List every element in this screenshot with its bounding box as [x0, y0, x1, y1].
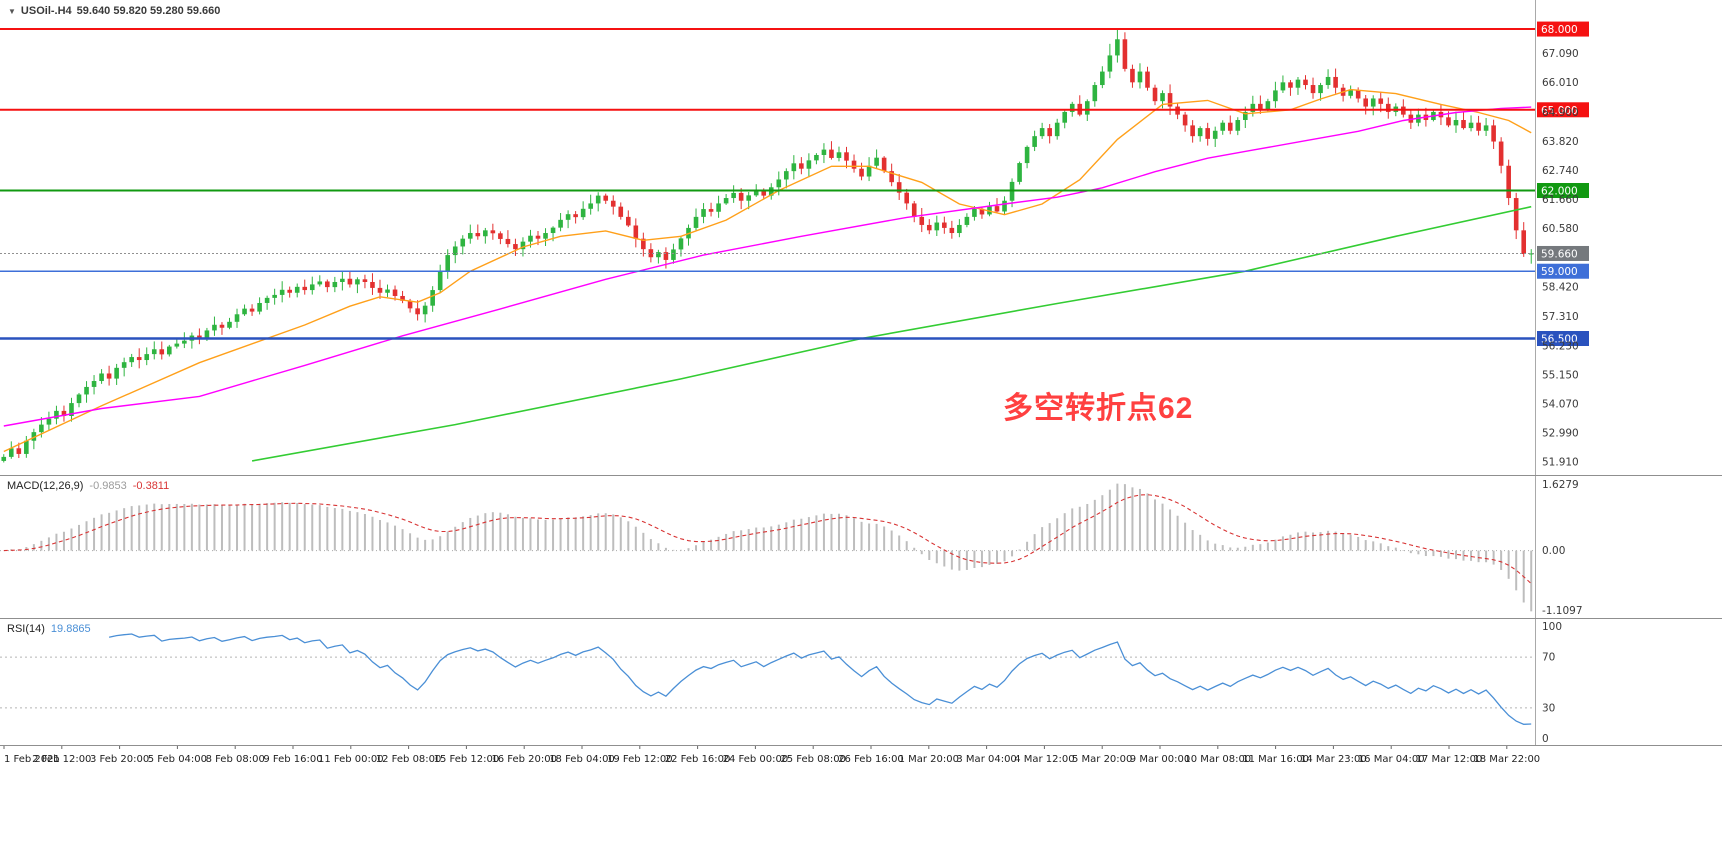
- macd-label: MACD(12,26,9) -0.9853 -0.3811: [7, 480, 169, 492]
- macd-name: MACD(12,26,9): [7, 480, 84, 492]
- svg-text:10 Mar 08:00: 10 Mar 08:00: [1184, 754, 1251, 765]
- svg-text:51.910: 51.910: [1542, 457, 1579, 469]
- svg-text:0: 0: [1542, 733, 1549, 745]
- svg-text:56.230: 56.230: [1542, 340, 1579, 352]
- svg-text:1 Mar 20:00: 1 Mar 20:00: [899, 754, 959, 765]
- ma-slow-line[interactable]: [251, 205, 1532, 462]
- ma-mid-line[interactable]: [3, 106, 1532, 427]
- svg-text:64.900: 64.900: [1542, 107, 1579, 119]
- svg-text:0.00: 0.00: [1542, 545, 1565, 557]
- macd-signal-line: [3, 494, 1532, 585]
- svg-text:18 Feb 04:00: 18 Feb 04:00: [549, 754, 615, 765]
- symbol-quote: 59.640 59.820 59.280 59.660: [76, 5, 221, 17]
- rsi-line: [108, 633, 1532, 725]
- annotation-text[interactable]: 多空转折点62: [1003, 392, 1194, 425]
- svg-text:15 Feb 12:00: 15 Feb 12:00: [434, 754, 500, 765]
- svg-text:30: 30: [1542, 702, 1555, 714]
- symbol-title: USOil-.H4: [20, 5, 72, 17]
- svg-text:14 Mar 23:00: 14 Mar 23:00: [1300, 754, 1367, 765]
- svg-text:16 Mar 04:00: 16 Mar 04:00: [1358, 754, 1425, 765]
- price-scale[interactable]: 67.090 66.010 64.900 63.820 62.740 61.660 60.5…: [1542, 48, 1579, 468]
- svg-text:65.000: 65.000: [1541, 105, 1578, 117]
- candles-group: [1, 29, 1534, 463]
- svg-text:58.420: 58.420: [1542, 281, 1579, 293]
- svg-text:9 Mar 00:00: 9 Mar 00:00: [1130, 754, 1190, 765]
- price-line-label-65.000: [1537, 102, 1589, 118]
- svg-text:66.010: 66.010: [1542, 77, 1579, 89]
- svg-text:59.000: 59.000: [1541, 266, 1578, 278]
- svg-text:17 Mar 12:00: 17 Mar 12:00: [1416, 754, 1483, 765]
- svg-text:55.150: 55.150: [1542, 369, 1579, 381]
- price-line-label-59.000: [1537, 263, 1589, 279]
- svg-text:2 Feb 12:00: 2 Feb 12:00: [32, 754, 91, 765]
- svg-text:57.310: 57.310: [1542, 311, 1579, 323]
- svg-text:1 Feb 2021: 1 Feb 2021: [4, 754, 60, 765]
- macd-value-signal: -0.3811: [132, 480, 170, 492]
- svg-text:25 Feb 08:00: 25 Feb 08:00: [780, 754, 846, 765]
- svg-text:67.090: 67.090: [1542, 48, 1579, 60]
- price-line-label-62.000: [1537, 183, 1589, 199]
- svg-text:19 Feb 12:00: 19 Feb 12:00: [607, 754, 673, 765]
- svg-text:60.580: 60.580: [1542, 223, 1579, 235]
- svg-text:-1.1097: -1.1097: [1542, 605, 1583, 617]
- svg-text:12 Feb 08:00: 12 Feb 08:00: [376, 754, 442, 765]
- svg-text:63.820: 63.820: [1542, 136, 1579, 148]
- svg-text:62.000: 62.000: [1541, 186, 1578, 198]
- svg-text:3 Feb 20:00: 3 Feb 20:00: [90, 754, 149, 765]
- current-price-label: [1537, 245, 1589, 261]
- bottom-spacer: [0, 772, 1722, 841]
- rsi-label: RSI(14) 19.8865: [7, 623, 91, 635]
- svg-text:5 Mar 20:00: 5 Mar 20:00: [1072, 754, 1132, 765]
- svg-text:52.990: 52.990: [1542, 427, 1579, 439]
- rsi-panel: 100 70 30 0 RSI(14) 19.8865: [0, 619, 1722, 746]
- macd-panel: 1.6279 0.00 -1.1097 MACD(12,26,9) -0.9853 -0…: [0, 476, 1722, 619]
- macd-chart-svg[interactable]: 1.6279 0.00 -1.1097: [0, 476, 1722, 619]
- macd-histogram: [10, 483, 1533, 612]
- svg-text:56.500: 56.500: [1541, 334, 1578, 346]
- svg-text:16 Feb 20:00: 16 Feb 20:00: [491, 754, 557, 765]
- svg-text:9 Feb 16:00: 9 Feb 16:00: [263, 754, 322, 765]
- rsi-scale[interactable]: 100 70 30 0: [1542, 621, 1562, 745]
- price-line-label-68.000: [1537, 21, 1589, 37]
- svg-text:100: 100: [1542, 621, 1562, 633]
- svg-text:11 Mar 16:00: 11 Mar 16:00: [1242, 754, 1309, 765]
- svg-text:3 Mar 04:00: 3 Mar 04:00: [956, 754, 1016, 765]
- svg-text:22 Feb 16:00: 22 Feb 16:00: [665, 754, 731, 765]
- svg-text:62.740: 62.740: [1542, 165, 1579, 177]
- svg-text:54.070: 54.070: [1542, 398, 1579, 410]
- price-line-label-56.500: [1537, 331, 1589, 347]
- price-chart-svg[interactable]: 68.00065.00062.00059.00056.50059.66067.0…: [0, 0, 1722, 476]
- macd-value-main: -0.9853: [89, 480, 127, 492]
- rsi-value: 19.8865: [50, 623, 91, 635]
- svg-text:11 Feb 00:00: 11 Feb 00:00: [318, 754, 384, 765]
- svg-text:5 Feb 04:00: 5 Feb 04:00: [148, 754, 207, 765]
- svg-text:4 Mar 12:00: 4 Mar 12:00: [1014, 754, 1074, 765]
- macd-scale[interactable]: 1.6279 0.00 -1.1097: [1542, 479, 1583, 617]
- price-panel: 68.000 65.000 62.000 59.000 56.500 59.660 67.0…: [0, 0, 1722, 476]
- symbol-info: ▼ USOil-.H4 59.640 59.820 59.280 59.660: [8, 5, 220, 17]
- time-axis[interactable]: 1 Feb 2021 2 Feb 12:00 3 Feb 20:00 5 Feb 04…: [0, 746, 1722, 772]
- svg-text:24 Feb 00:00: 24 Feb 00:00: [723, 754, 789, 765]
- svg-text:8 Feb 08:00: 8 Feb 08:00: [206, 754, 265, 765]
- svg-text:59.660: 59.660: [1541, 248, 1578, 260]
- rsi-name: RSI(14): [7, 623, 45, 635]
- svg-text:61.660: 61.660: [1542, 194, 1579, 206]
- svg-text:18 Mar 22:00: 18 Mar 22:00: [1473, 754, 1540, 765]
- ma-fast-line[interactable]: [3, 88, 1532, 453]
- svg-text:1.6279: 1.6279: [1542, 479, 1579, 491]
- rsi-chart-svg[interactable]: 100 70 30 0: [0, 619, 1722, 746]
- svg-text:68.000: 68.000: [1541, 24, 1578, 36]
- svg-text:70: 70: [1542, 652, 1555, 664]
- svg-text:26 Feb 16:00: 26 Feb 16:00: [838, 754, 904, 765]
- chart-collapse-icon[interactable]: ▼: [8, 6, 16, 16]
